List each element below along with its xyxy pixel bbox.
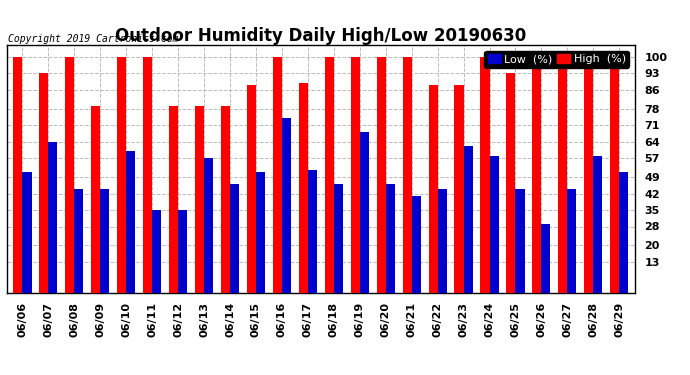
Text: Copyright 2019 Cartronics.com: Copyright 2019 Cartronics.com: [8, 34, 178, 44]
Bar: [299, 83, 308, 292]
Bar: [567, 189, 576, 292]
Bar: [377, 57, 386, 292]
Bar: [428, 85, 437, 292]
Bar: [386, 184, 395, 292]
Bar: [325, 57, 334, 292]
Bar: [204, 158, 213, 292]
Bar: [273, 57, 282, 292]
Bar: [437, 189, 446, 292]
Bar: [610, 64, 619, 292]
Bar: [584, 57, 593, 292]
Bar: [359, 132, 369, 292]
Bar: [542, 224, 551, 292]
Bar: [489, 156, 499, 292]
Bar: [75, 189, 83, 292]
Bar: [247, 85, 256, 292]
Bar: [532, 57, 542, 292]
Bar: [558, 57, 567, 292]
Bar: [100, 189, 110, 292]
Bar: [334, 184, 343, 292]
Title: Outdoor Humidity Daily High/Low 20190630: Outdoor Humidity Daily High/Low 20190630: [115, 27, 526, 45]
Bar: [48, 142, 57, 292]
Bar: [23, 172, 32, 292]
Bar: [143, 57, 152, 292]
Bar: [152, 210, 161, 292]
Bar: [256, 172, 265, 292]
Bar: [39, 73, 48, 292]
Bar: [282, 118, 291, 292]
Bar: [480, 57, 489, 292]
Bar: [126, 151, 135, 292]
Bar: [351, 57, 359, 292]
Bar: [178, 210, 187, 292]
Bar: [464, 146, 473, 292]
Bar: [230, 184, 239, 292]
Bar: [455, 85, 464, 292]
Bar: [515, 189, 524, 292]
Bar: [506, 73, 515, 292]
Bar: [412, 196, 421, 292]
Bar: [593, 156, 602, 292]
Bar: [402, 57, 412, 292]
Bar: [13, 57, 23, 292]
Bar: [91, 106, 100, 292]
Bar: [308, 170, 317, 292]
Bar: [221, 106, 230, 292]
Bar: [195, 106, 204, 292]
Bar: [66, 57, 75, 292]
Bar: [169, 106, 178, 292]
Bar: [117, 57, 126, 292]
Legend: Low  (%), High  (%): Low (%), High (%): [484, 51, 629, 68]
Bar: [619, 172, 629, 292]
